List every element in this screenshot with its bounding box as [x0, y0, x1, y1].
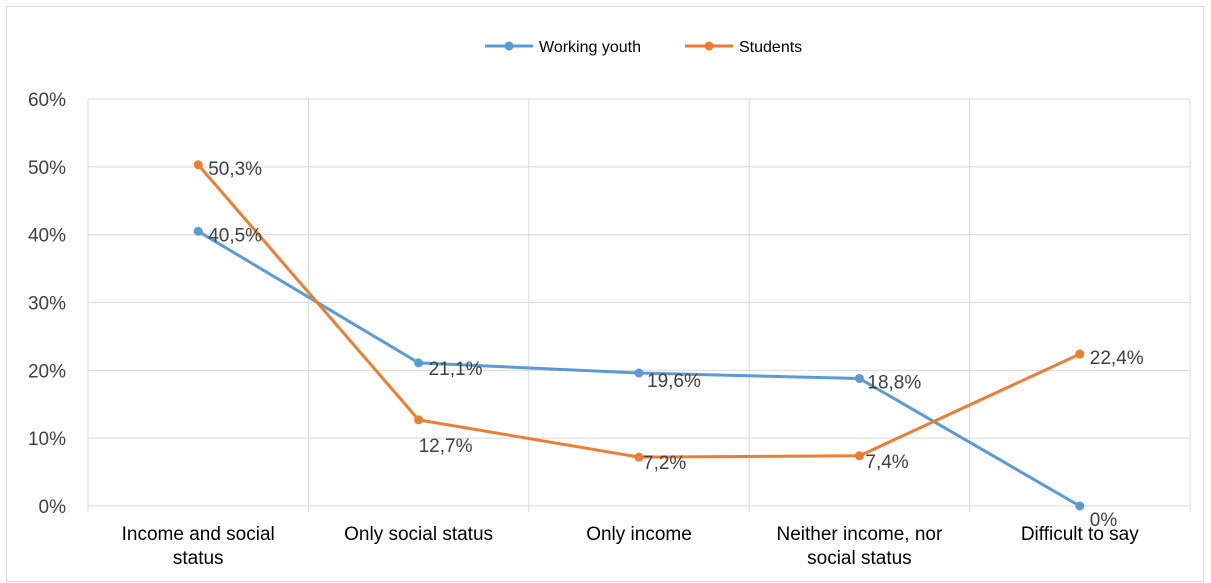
x-tick-label: Only social status — [344, 524, 493, 545]
data-point — [1075, 349, 1085, 359]
data-label: 7,2% — [643, 453, 686, 474]
data-label: 12,7% — [419, 436, 473, 457]
y-tick-label: 50% — [28, 158, 66, 179]
y-tick-label: 10% — [28, 429, 66, 450]
x-tick-label: Income and social status — [122, 524, 275, 569]
legend-marker — [704, 41, 714, 51]
x-tick-label: Difficult to say — [1021, 524, 1139, 545]
legend-label: Students — [739, 39, 802, 56]
y-tick-label: 30% — [28, 294, 66, 315]
data-point — [854, 373, 864, 383]
chart-legend: Working youth Students — [485, 39, 802, 56]
data-point — [414, 415, 424, 425]
data-label: 21,1% — [429, 359, 483, 380]
y-tick-label: 60% — [28, 90, 66, 111]
y-tick-label: 20% — [28, 361, 66, 382]
data-label: 22,4% — [1090, 348, 1144, 369]
data-point — [193, 160, 203, 170]
x-tick-label: Neither income, nor social status — [777, 524, 943, 569]
legend-label: Working youth — [539, 39, 641, 56]
data-label: 0% — [1090, 510, 1118, 531]
data-point — [414, 358, 424, 368]
chart-frame — [6, 6, 1204, 582]
legend-marker — [504, 41, 514, 51]
grid-layer — [87, 98, 1191, 512]
y-tick-label: 0% — [39, 497, 67, 518]
data-point — [634, 452, 644, 462]
data-label: 50,3% — [208, 159, 262, 180]
data-point — [854, 451, 864, 461]
series-layer — [193, 160, 1085, 511]
data-label: 7,4% — [865, 452, 908, 473]
data-point — [634, 368, 644, 378]
legend-item: Working youth — [485, 39, 641, 56]
data-label: 40,5% — [208, 225, 262, 246]
data-label: 19,6% — [647, 371, 701, 392]
data-label: 18,8% — [867, 372, 921, 393]
legend-item: Students — [685, 39, 802, 56]
x-tick-label: Only income — [586, 524, 692, 545]
axis-layer: 0% 10% 20% 30% 40% 50% 60% Income and social sta… — [28, 90, 1139, 569]
label-layer: 40,5% 21,1% 19,6% 18,8% 0% 50,3% 12,7% 7,2% 7,4%… — [208, 159, 1144, 531]
data-point — [193, 226, 203, 236]
data-point — [1075, 501, 1085, 511]
y-tick-label: 40% — [28, 226, 66, 247]
